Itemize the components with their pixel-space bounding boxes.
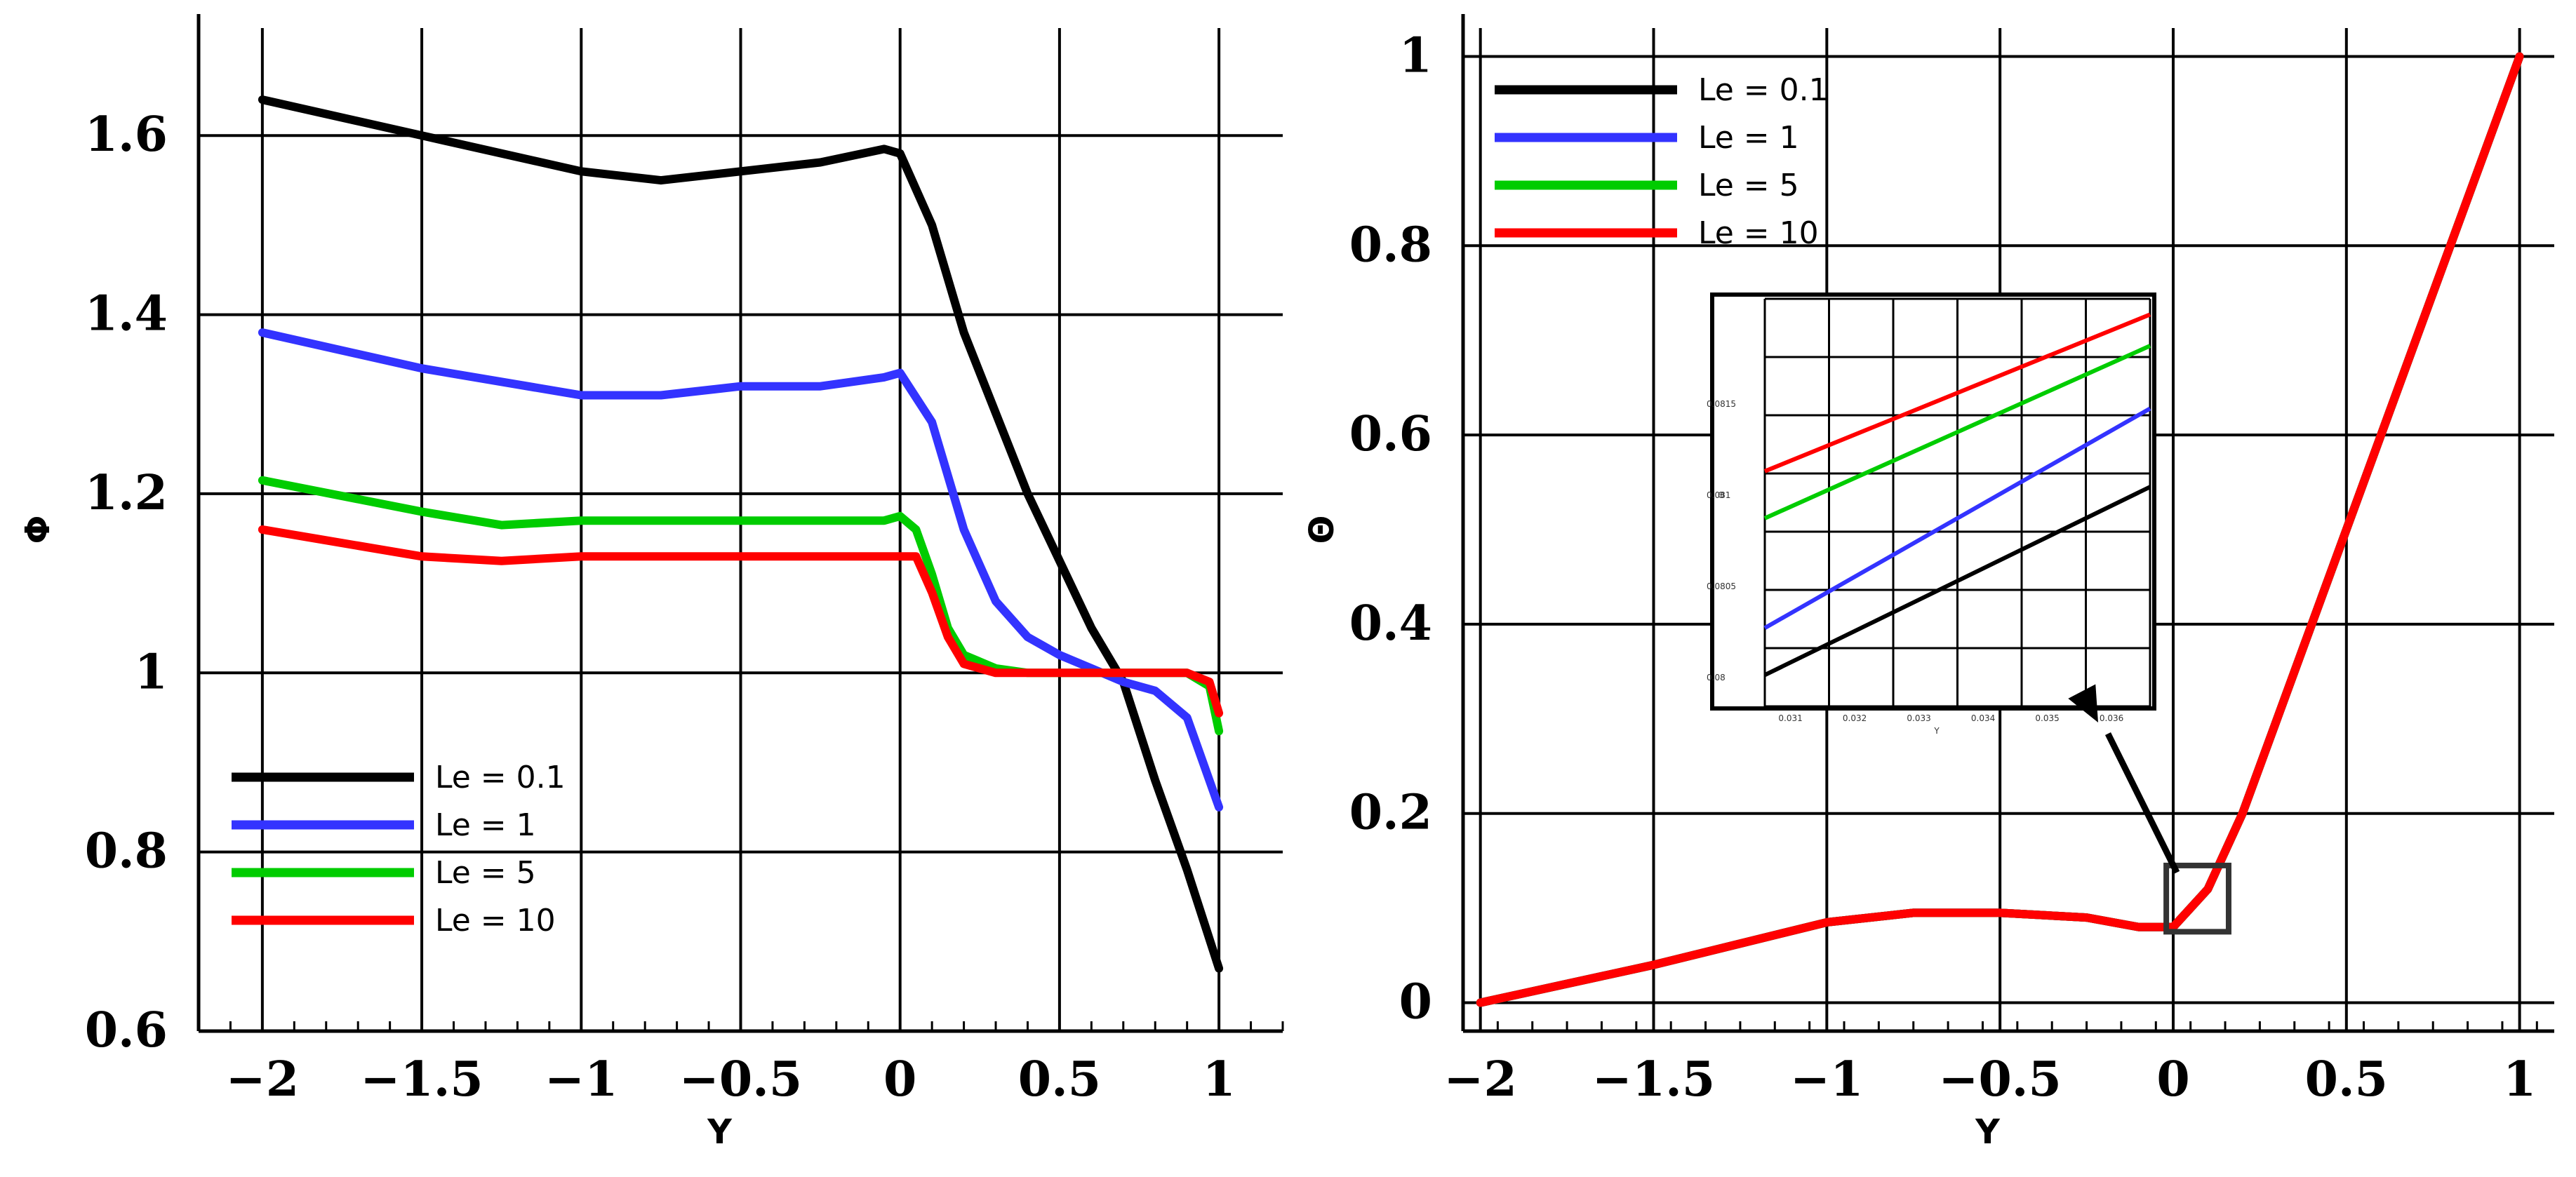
- y-tick-label: 0.4: [1349, 596, 1432, 652]
- x-tick-label: −1.5: [1592, 1051, 1715, 1108]
- x-tick-label: −0.5: [679, 1051, 802, 1108]
- inset-series-line-3: [1763, 312, 2151, 473]
- inset-y-tick-label: 0.0815: [1707, 399, 1736, 409]
- x-tick-label: 1: [1202, 1051, 1235, 1108]
- zoom-arrow: [2104, 732, 2180, 874]
- legend-label-0: Le = 0.1: [1698, 72, 1829, 108]
- y-tick-label: 0: [1399, 974, 1432, 1030]
- inset-series-line-2: [1763, 344, 2151, 520]
- inset-y-tick-label: 0.0805: [1707, 581, 1736, 591]
- x-axis-label: Y: [707, 1112, 733, 1152]
- inset-series-line-0: [1763, 485, 2151, 678]
- y-axis-label: Θ: [1302, 516, 1342, 544]
- x-tick-label: 0: [2156, 1051, 2189, 1108]
- inset-x-tick-label: 0.032: [1843, 713, 1867, 723]
- zoom-box: [2163, 862, 2231, 935]
- legend-label-0: Le = 0.1: [435, 760, 566, 795]
- legend-label-2: Le = 5: [1698, 168, 1799, 203]
- legend-label-3: Le = 10: [1698, 215, 1819, 251]
- right-chart-theta: −2 −1.5 −1 −0.5 0 0.5 1 0 0.2 0.4 0.6 0.8 1 Y Θ Le = 0.…: [1302, 14, 2554, 1152]
- inset-y-axis-label: Θ: [1718, 490, 1724, 500]
- x-tick-label: −2: [1444, 1051, 1517, 1108]
- legend-label-1: Le = 1: [1698, 120, 1799, 156]
- inset-y-tick-label: 0.08: [1707, 673, 1726, 682]
- left-chart-phi: −2 −1.5 −1 −0.5 0 0.5 1 0.6 0.8 1 1.2 1.4 1.6 Y Φ Le = …: [18, 14, 1284, 1152]
- inset-panel: [1710, 292, 2156, 711]
- y-tick-label: 0.8: [1349, 217, 1432, 273]
- x-tick-label: −1: [1790, 1051, 1863, 1108]
- y-tick-label: 1.4: [85, 286, 168, 342]
- inset-x-tick-label: 0.036: [2100, 713, 2123, 723]
- series-line-3: [1476, 52, 2524, 1007]
- legend-label-3: Le = 10: [435, 903, 556, 939]
- x-tick-label: −1.5: [360, 1051, 483, 1108]
- x-tick-label: −2: [226, 1051, 299, 1108]
- inset-x-tick-label: 0.033: [1907, 713, 1930, 723]
- zoom-arrow-head: [2068, 684, 2098, 722]
- inset-x-tick-label: 0.034: [1971, 713, 1995, 723]
- y-tick-label: 1.2: [85, 465, 168, 521]
- inset-x-tick-label: 0.031: [1778, 713, 1802, 723]
- y-tick-label: 1.6: [85, 107, 168, 163]
- series-line-0: [258, 95, 1224, 973]
- y-tick-label: 0.6: [1349, 406, 1432, 462]
- y-tick-label: 0.2: [1349, 785, 1432, 841]
- x-tick-label: −1: [545, 1051, 618, 1108]
- inset-x-tick-label: 0.035: [2035, 713, 2059, 723]
- inset-series-line-1: [1763, 406, 2151, 630]
- series-line-1: [258, 328, 1224, 812]
- legend-label-1: Le = 1: [435, 807, 536, 843]
- y-tick-label: 0.6: [85, 1002, 168, 1058]
- series-line-3: [258, 525, 1224, 718]
- y-axis-label: Φ: [18, 516, 58, 544]
- inset-y-tick-label: 0.081: [1707, 490, 1730, 500]
- inset-x-axis-label: Y: [1933, 726, 1940, 736]
- x-tick-label: 0.5: [1018, 1051, 1101, 1108]
- x-tick-label: 0: [883, 1051, 916, 1108]
- x-axis-label: Y: [1975, 1112, 2001, 1152]
- y-tick-label: 1: [135, 644, 168, 700]
- legend-label-2: Le = 5: [435, 855, 536, 891]
- y-tick-label: 0.8: [85, 823, 168, 880]
- x-tick-label: −0.5: [1939, 1051, 2062, 1108]
- y-tick-label: 1: [1399, 27, 1432, 83]
- x-tick-label: 1: [2503, 1051, 2536, 1108]
- x-tick-label: 0.5: [2305, 1051, 2388, 1108]
